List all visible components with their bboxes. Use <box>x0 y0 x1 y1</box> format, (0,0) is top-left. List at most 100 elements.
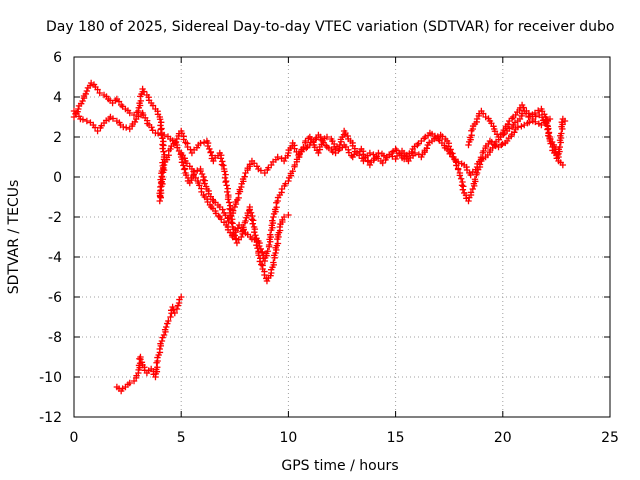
data-point <box>265 241 273 249</box>
data-point <box>225 199 233 206</box>
data-point <box>223 182 230 189</box>
data-point <box>79 116 87 123</box>
data-point <box>96 89 103 97</box>
data-point <box>534 107 542 114</box>
data-point <box>197 140 204 147</box>
data-point <box>266 231 274 238</box>
data-point <box>269 217 276 224</box>
data-point <box>231 203 238 211</box>
data-point <box>315 149 322 157</box>
data-point <box>215 212 222 220</box>
data-point <box>274 153 281 161</box>
data-point <box>156 116 164 123</box>
data-point <box>250 160 258 167</box>
data-point <box>276 223 284 231</box>
data-point <box>241 173 248 180</box>
data-point <box>160 161 168 169</box>
data-point <box>454 166 462 173</box>
data-point <box>526 119 533 126</box>
data-point <box>373 153 380 160</box>
data-point <box>558 130 565 137</box>
data-point <box>300 145 307 153</box>
data-point <box>375 149 382 157</box>
data-point <box>242 217 249 225</box>
data-point <box>296 151 303 158</box>
data-point <box>248 216 256 223</box>
data-points <box>70 79 569 395</box>
data-point <box>183 160 191 167</box>
y-tick-label: -6 <box>48 290 62 306</box>
y-tick-label: -2 <box>48 210 62 226</box>
data-point <box>366 161 374 169</box>
data-point <box>477 154 485 161</box>
data-point <box>456 172 464 179</box>
data-point <box>229 233 236 241</box>
data-point <box>471 176 479 183</box>
data-point <box>261 271 268 279</box>
data-point <box>366 149 374 157</box>
data-point <box>285 211 292 219</box>
data-point <box>221 168 228 175</box>
data-point <box>218 216 225 223</box>
data-point <box>323 133 331 141</box>
data-point <box>546 115 554 123</box>
data-point <box>200 176 207 184</box>
data-point <box>285 177 292 185</box>
x-axis-tick-labels: 0 5 10 15 20 25 <box>70 430 619 446</box>
data-point <box>167 145 174 153</box>
data-point <box>280 157 288 165</box>
data-point <box>246 161 254 168</box>
data-point <box>423 145 431 152</box>
data-point <box>217 155 225 162</box>
data-point <box>559 161 567 169</box>
data-point <box>234 225 242 232</box>
data-point <box>91 124 99 131</box>
data-point <box>126 379 133 387</box>
data-point <box>561 117 569 125</box>
data-point <box>459 186 467 193</box>
data-point <box>545 130 552 137</box>
data-point <box>246 206 253 213</box>
data-point <box>115 98 123 105</box>
data-point <box>156 197 163 205</box>
data-point <box>75 105 82 113</box>
data-point <box>544 126 551 133</box>
data-point <box>160 131 168 139</box>
data-point <box>149 102 157 109</box>
data-point <box>380 152 388 159</box>
data-point <box>228 219 235 226</box>
data-point <box>223 188 231 196</box>
data-point <box>518 123 525 130</box>
data-point <box>364 158 372 165</box>
data-point <box>94 86 101 93</box>
data-point <box>532 113 539 120</box>
data-point <box>196 182 203 189</box>
x-axis-label: GPS time / hours <box>281 458 398 474</box>
data-point <box>178 293 185 301</box>
data-point <box>445 147 453 155</box>
data-point <box>418 153 425 161</box>
data-point <box>207 149 214 156</box>
data-point <box>154 364 161 371</box>
data-point <box>467 189 475 196</box>
data-point <box>392 155 399 163</box>
data-point <box>94 127 101 135</box>
data-point <box>556 143 563 151</box>
y-tick-label: -10 <box>39 370 62 386</box>
y-tick-label: -4 <box>48 250 62 266</box>
data-point <box>408 148 415 156</box>
data-point <box>345 146 352 153</box>
data-point <box>70 113 78 121</box>
data-point <box>525 110 533 117</box>
data-point <box>160 142 167 149</box>
data-point <box>198 188 205 196</box>
data-point <box>264 248 271 255</box>
y-tick-label: 6 <box>53 50 62 66</box>
data-point <box>158 173 166 181</box>
data-point <box>504 121 512 128</box>
y-tick-label: 0 <box>53 170 62 186</box>
data-point <box>238 224 246 231</box>
data-point <box>458 182 466 189</box>
y-axis-tick-labels: -12 -10 -8 -6 -4 -2 0 2 4 6 <box>39 50 62 426</box>
